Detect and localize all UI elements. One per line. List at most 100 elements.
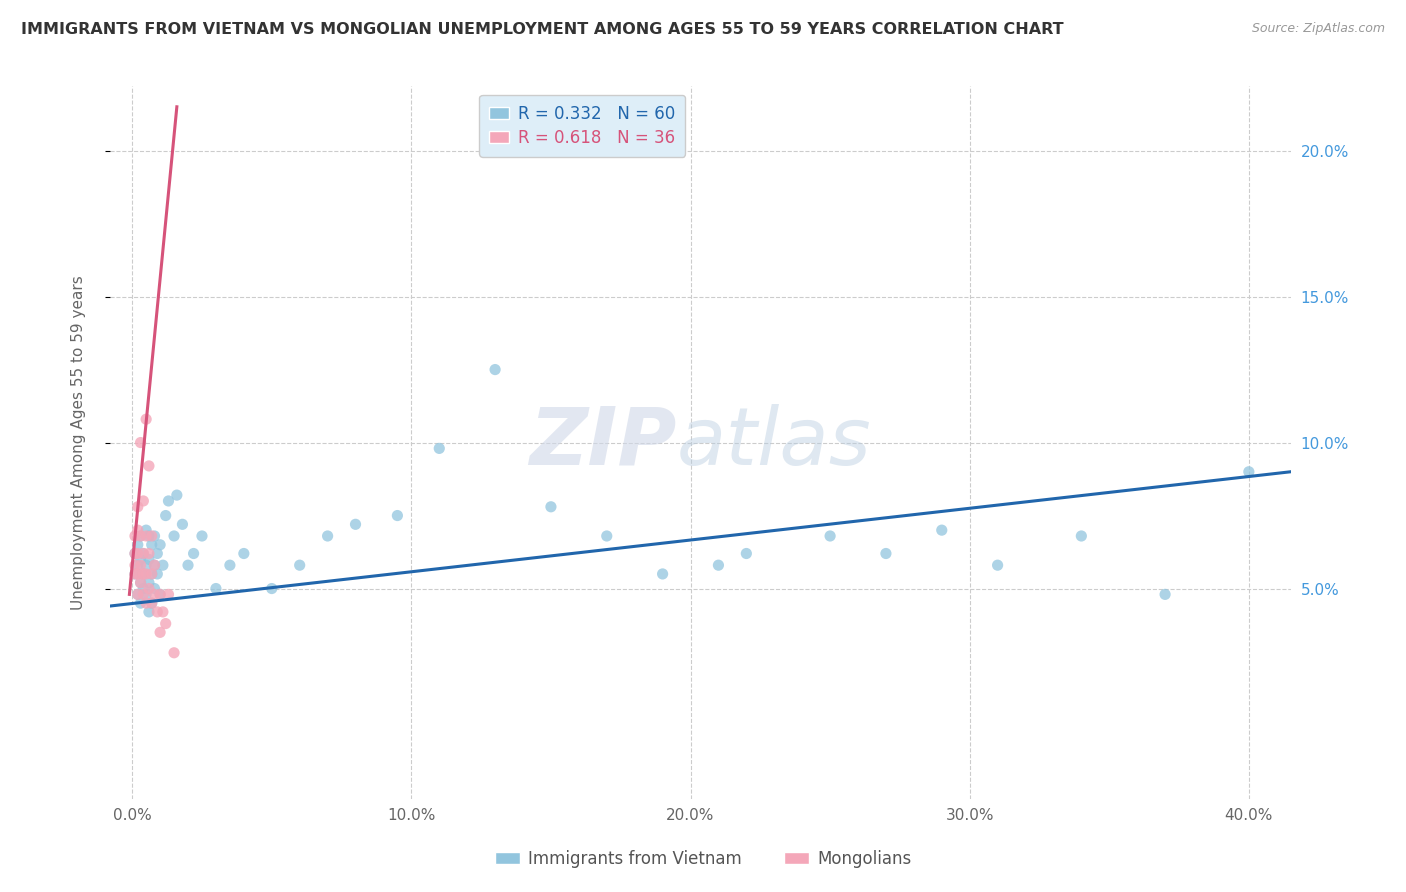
Point [1154,587,1177,601]
Point [183,547,205,561]
Point [172,517,194,532]
Point [141,596,163,610]
Point [149,625,172,640]
Point [129,575,152,590]
Point [132,547,155,561]
Point [127,523,149,537]
Point [127,500,149,514]
Point [129,552,152,566]
Point [132,494,155,508]
Point [132,582,155,596]
Point [141,538,163,552]
Point [127,566,149,581]
Text: atlas: atlas [676,403,872,482]
Point [143,558,166,573]
Text: Source: ZipAtlas.com: Source: ZipAtlas.com [1251,22,1385,36]
Point [127,547,149,561]
Point [138,547,160,561]
Point [132,566,155,581]
Point [138,575,160,590]
Point [146,547,169,561]
Point [149,587,172,601]
Point [1237,465,1260,479]
Point [129,575,152,590]
Point [205,582,228,596]
Point [166,488,188,502]
Point [152,605,174,619]
Point [127,558,149,573]
Point [146,566,169,581]
Point [157,494,180,508]
Point [219,558,242,573]
Point [138,605,160,619]
Point [135,523,157,537]
Point [143,582,166,596]
Legend: R = 0.332   N = 60, R = 0.618   N = 36: R = 0.332 N = 60, R = 0.618 N = 36 [479,95,685,156]
Point [155,508,177,523]
Point [135,529,157,543]
Point [124,566,146,581]
Point [149,587,172,601]
Point [127,587,149,601]
Point [818,529,841,543]
Point [288,558,311,573]
Point [141,529,163,543]
Point [596,529,619,543]
Point [124,547,146,561]
Point [707,558,730,573]
Point [152,558,174,573]
Legend: Immigrants from Vietnam, Mongolians: Immigrants from Vietnam, Mongolians [488,844,918,875]
Point [129,435,152,450]
Point [191,529,214,543]
Y-axis label: Unemployment Among Ages 55 to 59 years: Unemployment Among Ages 55 to 59 years [72,276,86,610]
Point [124,558,146,573]
Point [135,412,157,426]
Point [138,458,160,473]
Point [129,529,152,543]
Point [232,547,254,561]
Point [260,582,283,596]
Point [135,587,157,601]
Point [141,596,163,610]
Point [124,566,146,581]
Point [484,362,506,376]
Point [163,646,186,660]
Point [141,566,163,581]
Point [316,529,339,543]
Point [138,582,160,596]
Point [132,587,155,601]
Point [138,529,160,543]
Point [143,587,166,601]
Point [135,558,157,573]
Text: IMMIGRANTS FROM VIETNAM VS MONGOLIAN UNEMPLOYMENT AMONG AGES 55 TO 59 YEARS CORR: IMMIGRANTS FROM VIETNAM VS MONGOLIAN UNE… [21,22,1064,37]
Point [155,616,177,631]
Point [735,547,758,561]
Point [135,566,157,581]
Point [427,442,450,456]
Point [129,529,152,543]
Point [931,523,953,537]
Point [124,529,146,543]
Point [129,596,152,610]
Point [540,500,562,514]
Point [132,547,155,561]
Point [146,605,169,619]
Point [141,566,163,581]
Point [651,566,673,581]
Point [143,529,166,543]
Point [135,596,157,610]
Point [138,552,160,566]
Point [163,529,186,543]
Point [132,566,155,581]
Point [1070,529,1092,543]
Point [987,558,1010,573]
Point [127,587,149,601]
Point [149,538,172,552]
Point [124,547,146,561]
Point [143,558,166,573]
Point [157,587,180,601]
Point [387,508,409,523]
Point [344,517,367,532]
Point [875,547,897,561]
Point [129,558,152,573]
